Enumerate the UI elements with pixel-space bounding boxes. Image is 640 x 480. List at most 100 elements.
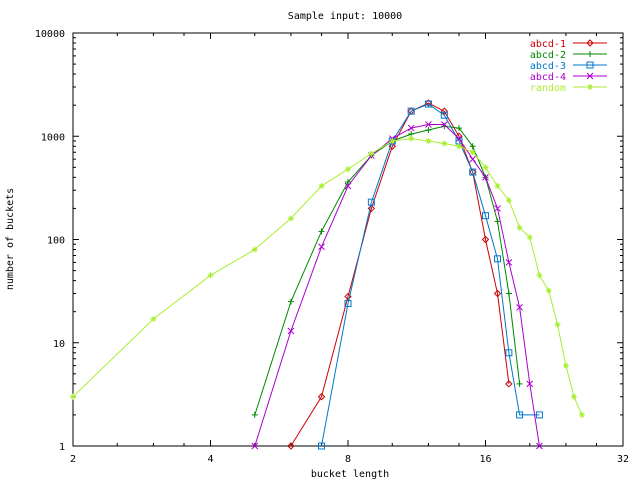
data-point [516,380,523,387]
y-tick-label: 1 [59,442,65,453]
data-point [344,182,352,190]
data-point [251,246,258,253]
data-point [424,100,432,108]
data-point [562,362,569,369]
data-point [150,315,157,322]
data-point [456,143,463,150]
data-point [287,215,294,222]
data-point [318,442,326,450]
data-point [368,150,375,157]
legend-label: abcd-1 [530,39,566,50]
data-point [505,290,512,297]
data-point [455,135,463,142]
data-point [388,142,396,150]
data-point [587,51,593,57]
data-point [425,126,432,133]
series-abcd-4 [251,121,543,450]
data-point [318,243,325,251]
data-point [456,125,463,132]
data-point [494,205,501,212]
series-random [70,135,585,418]
data-point [505,197,512,204]
data-point [526,234,533,241]
data-point [578,411,585,418]
data-point [440,111,448,119]
data-point [344,299,352,307]
data-point [571,393,578,400]
data-point [482,173,489,181]
x-tick-label: 16 [479,454,491,465]
data-point [345,179,351,186]
data-point [70,393,76,400]
data-point [251,442,259,450]
data-point [424,99,433,107]
x-tick-label: 32 [617,454,629,465]
data-point [545,287,552,294]
series-abcd-3 [318,100,543,450]
data-point [469,149,476,156]
data-point [287,327,295,335]
data-point [481,235,490,244]
data-point [318,228,325,235]
legend-label: abcd-4 [530,72,566,83]
series-line [321,103,540,447]
series-line [290,102,510,447]
data-point [251,411,258,418]
data-point [516,224,523,231]
data-point [505,380,513,388]
y-tick-label: 10000 [35,29,65,40]
data-point [554,321,561,328]
data-point [494,218,501,225]
plot-frame [72,32,624,447]
chart-title: Sample input: 10000 [288,11,402,22]
data-point [536,442,543,450]
data-point [535,411,543,419]
data-point [587,84,593,90]
data-point [287,298,294,305]
y-tick-label: 1000 [41,132,65,143]
series-line [254,124,540,447]
data-point [469,143,476,150]
data-point [536,272,543,279]
data-point [407,124,415,132]
x-tick-label: 2 [70,454,76,465]
y-tick-label: 10 [53,339,65,350]
data-point [441,140,448,147]
data-point [425,121,432,128]
data-point [207,272,214,279]
data-point [526,380,534,388]
data-point [408,135,415,142]
data-point [516,304,523,311]
data-point [482,164,489,171]
legend-label: abcd-2 [530,50,566,61]
data-point [389,137,396,144]
x-tick-label: 4 [207,454,213,465]
data-point [586,61,594,69]
data-point [482,212,489,220]
y-tick-label: 100 [47,236,65,247]
series-abcd-1 [287,99,513,450]
data-point [287,442,295,450]
data-point [505,259,513,266]
data-point [516,411,524,419]
data-point [469,155,477,163]
series-abcd-2 [251,123,523,418]
data-point [440,121,448,128]
data-point [317,393,326,401]
data-point [505,349,513,357]
data-point [494,255,502,263]
data-point [367,198,375,206]
data-point [586,72,594,80]
legend-label: random [530,83,566,94]
x-axis-label: bucket length [311,469,389,480]
data-point [586,39,594,47]
data-point [407,107,415,115]
data-point [494,182,501,189]
x-tick-label: 8 [345,454,351,465]
data-point [425,137,432,144]
data-point [440,107,449,115]
axis-ticks: 2 4 8 16 32 1 10 100 1000 10000 [35,29,629,465]
data-point [345,166,351,173]
